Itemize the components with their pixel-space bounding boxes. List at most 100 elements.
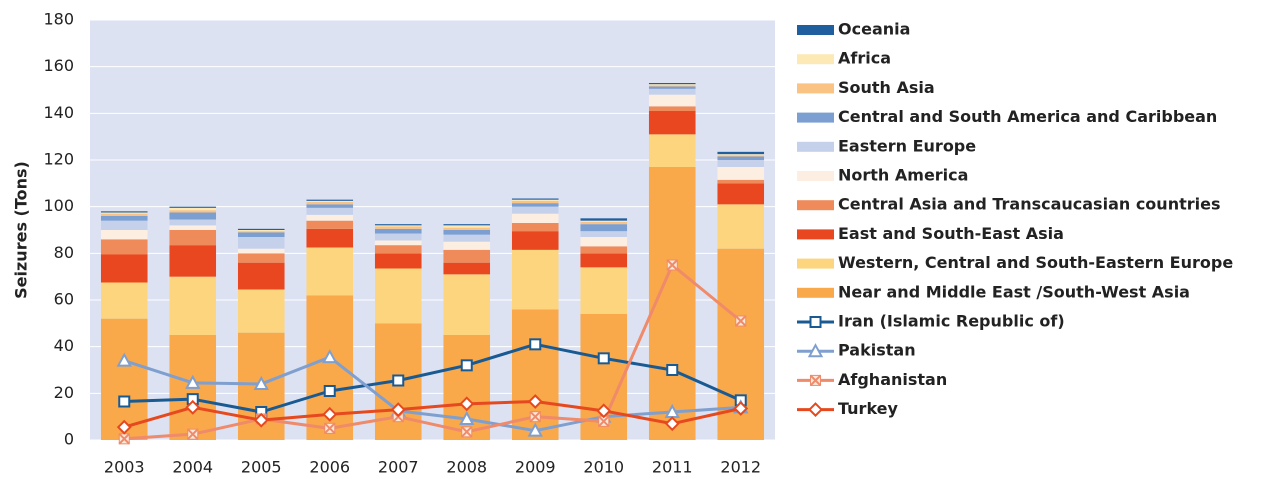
bar-segment [306,202,354,205]
legend-label: Eastern Europe [838,136,976,155]
marker [666,259,678,271]
bar-segment [717,156,765,160]
bar-segment [169,225,217,230]
bar-segment [648,111,696,135]
bar-segment [511,213,559,223]
bar-segment [648,134,696,167]
bar-segment [237,262,285,290]
bar-segment [443,234,491,242]
legend-label: Central Asia and Transcaucasian countrie… [838,195,1220,214]
bar-segment [443,274,491,335]
marker [392,374,405,387]
bar-segment [717,183,765,205]
bar-segment [717,154,765,156]
bar-segment [100,230,148,240]
y-tick-label: 160 [43,56,74,75]
marker [185,399,201,415]
marker [664,416,680,432]
y-tick-label: 80 [54,243,74,262]
x-tick-label: 2006 [309,458,350,477]
y-tick-label: 20 [54,383,74,402]
marker [322,349,338,364]
legend-swatch [797,112,834,123]
bar-segment [443,262,491,275]
bar-segment [374,226,422,229]
bar-segment [511,199,559,201]
bar-segment [100,211,148,213]
bar-segment [580,221,628,225]
bar-segment [100,239,148,255]
y-tick-label: 60 [54,290,74,309]
bar-segment [237,232,285,237]
bar-segment [443,241,491,250]
bar-segment [169,212,217,220]
bar-segment [717,204,765,249]
bar-segment [580,253,628,268]
legend-label: Pakistan [838,341,916,360]
bar-segment [237,289,285,333]
legend-swatch [797,200,834,211]
legend-label: Africa [838,49,891,68]
marker [596,403,612,419]
bar-segment [648,86,696,89]
y-tick-label: 120 [43,150,74,169]
legend-label: Near and Middle East /South-West Asia [838,282,1190,301]
bar-segment [306,207,354,215]
x-tick-label: 2008 [446,458,487,477]
bar-segment [443,230,491,235]
bar-segment [100,220,148,230]
marker [185,374,201,389]
marker [529,410,541,423]
y-tick-label: 0 [64,430,74,449]
bar-segment [306,228,354,248]
legend-swatch [797,258,834,269]
x-tick-label: 2012 [720,458,761,477]
bar-segment [717,155,765,157]
bar-segment [580,246,628,254]
bar-segment [648,94,696,107]
bar-segment [169,245,217,277]
bar-segment [511,198,559,200]
legend-marker [809,374,822,387]
bar-segment [511,249,559,310]
bar-segment [169,276,217,335]
bar-segment [306,247,354,296]
bar-segment [374,224,422,226]
y-tick-label: 140 [43,103,74,122]
bar-segment [169,230,217,246]
x-tick-label: 2010 [583,458,624,477]
marker [118,395,131,408]
x-tick-label: 2005 [241,458,282,477]
bar-segment [374,233,422,241]
bar-segment [374,240,422,246]
bar-segment [648,83,696,85]
bar-segment [306,200,354,202]
bar-segment [306,204,354,208]
bar-segment [580,224,628,232]
marker [118,433,130,445]
bar-segment [100,213,148,216]
marker [666,364,679,376]
y-tick-label: 180 [43,10,74,29]
marker [390,402,406,418]
line [123,400,742,429]
marker [459,410,475,425]
legend-marker [809,316,822,328]
bar-segment [306,199,354,201]
y-axis-label: Seizures (Tons) [12,161,31,299]
marker [527,394,543,409]
bar-segment [100,282,148,319]
bar-segment [306,220,354,229]
bar-segment [306,214,354,221]
bar-segment [100,254,148,283]
legend-label: North America [838,166,968,185]
bar-segment [237,237,285,249]
bar-segment [648,85,696,87]
x-tick-label: 2003 [104,458,145,477]
bar-segment [374,268,422,324]
bar-segment [169,210,217,213]
legend-marker [808,402,823,418]
legend-label: Oceania [838,20,910,39]
bar-segment [717,151,765,155]
